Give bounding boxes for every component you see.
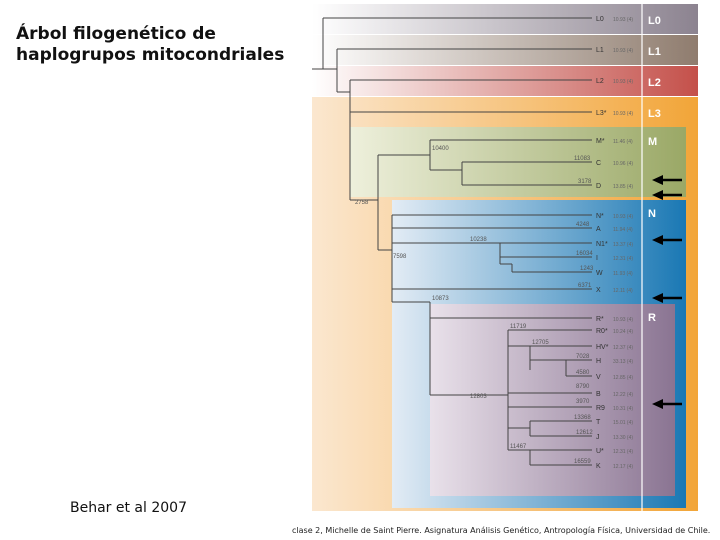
tip-name: X bbox=[596, 287, 601, 294]
tip-value: 11.94 (4) bbox=[613, 227, 633, 233]
footer-note: clase 2, Michelle de Saint Pierre. Asign… bbox=[292, 526, 711, 535]
node-label: 10400 bbox=[432, 146, 449, 152]
node-labels: 10400 11083 3178 2758 4248 10238 16034 1… bbox=[355, 146, 594, 465]
tip-name: K bbox=[596, 463, 601, 470]
tip-name: L2 bbox=[596, 78, 604, 85]
band-l1 bbox=[312, 35, 698, 65]
title-line-1: Árbol filogenético de bbox=[16, 24, 216, 44]
arrow-icon bbox=[652, 399, 682, 409]
tip-value: 10.24 (4) bbox=[613, 329, 633, 335]
band-l2 bbox=[312, 66, 698, 96]
node-label: 13368 bbox=[574, 415, 591, 421]
band-label-l2: L2 bbox=[648, 77, 661, 89]
tip-value: 13.85 (4) bbox=[613, 184, 633, 190]
tip-value: 12.31 (4) bbox=[613, 256, 633, 262]
node-label: 16559 bbox=[574, 459, 591, 465]
tip-value: 10.93 (4) bbox=[613, 111, 633, 117]
tip-name: N* bbox=[596, 213, 604, 220]
tip-value: 33.13 (4) bbox=[613, 359, 633, 365]
tip-value: 12.31 (4) bbox=[613, 449, 633, 455]
node-label: 12612 bbox=[576, 430, 593, 436]
tip-value: 11.93 (4) bbox=[613, 271, 633, 277]
tip-value: 10.93 (4) bbox=[613, 317, 633, 323]
tip-name: B bbox=[596, 391, 601, 398]
tip-name: W bbox=[596, 270, 603, 277]
node-label: 7598 bbox=[393, 254, 407, 260]
tip-name: L3* bbox=[596, 110, 607, 117]
band-label-l0: L0 bbox=[648, 15, 661, 27]
tip-labels: L0 L1 L2 L3* M* C D N* A N1* I W X R* R0… bbox=[596, 16, 633, 470]
tip-value: 11.46 (4) bbox=[613, 139, 633, 145]
tip-name: C bbox=[596, 160, 601, 167]
node-label: 6371 bbox=[578, 283, 592, 289]
tip-name: T bbox=[596, 419, 601, 426]
arrows bbox=[652, 175, 682, 409]
tip-name: H bbox=[596, 358, 601, 365]
node-label: 10873 bbox=[432, 296, 449, 302]
band-label-n: N bbox=[648, 208, 656, 220]
node-label: 16034 bbox=[576, 251, 593, 257]
tip-value: 12.22 (4) bbox=[613, 392, 633, 398]
tip-values: 10.93 (4) 10.93 (4) 10.93 (4) 10.93 (4) … bbox=[613, 17, 633, 470]
tip-value: 10.93 (4) bbox=[613, 17, 633, 23]
tip-name: N1* bbox=[596, 241, 608, 248]
tip-name: R0* bbox=[596, 328, 608, 335]
node-label: 12803 bbox=[470, 394, 487, 400]
node-label: 4248 bbox=[576, 222, 590, 228]
band-label-l1: L1 bbox=[648, 46, 661, 58]
band-r bbox=[430, 304, 675, 496]
tip-name: R9 bbox=[596, 405, 605, 412]
tip-name: L1 bbox=[596, 47, 604, 54]
node-label: 2758 bbox=[355, 200, 369, 206]
tip-name: I bbox=[596, 255, 598, 262]
tip-value: 13.37 (4) bbox=[613, 242, 633, 248]
tip-value: 10.31 (4) bbox=[613, 406, 633, 412]
node-label: 7028 bbox=[576, 354, 590, 360]
tip-name: R* bbox=[596, 316, 604, 323]
tip-name: L0 bbox=[596, 16, 604, 23]
node-label: 3178 bbox=[578, 179, 592, 185]
node-label: 4580 bbox=[576, 370, 590, 376]
tip-name: U* bbox=[596, 448, 604, 455]
tip-value: 13.30 (4) bbox=[613, 435, 633, 441]
tip-value: 12.37 (4) bbox=[613, 345, 633, 351]
node-label: 8790 bbox=[576, 384, 590, 390]
tip-value: 12.11 (4) bbox=[613, 288, 633, 294]
title-line-2: haplogrupos mitocondriales bbox=[16, 45, 285, 65]
tip-value: 10.93 (4) bbox=[613, 79, 633, 85]
tip-value: 12.17 (4) bbox=[613, 464, 633, 470]
node-label: 3970 bbox=[576, 399, 590, 405]
tip-value: 12.85 (4) bbox=[613, 375, 633, 381]
band-l0 bbox=[312, 4, 698, 34]
tip-name: V bbox=[596, 374, 601, 381]
tip-name: HV* bbox=[596, 344, 609, 351]
node-label: 11719 bbox=[510, 324, 527, 330]
tip-name: J bbox=[596, 434, 600, 441]
tree-branches bbox=[312, 17, 592, 466]
arrow-icon bbox=[652, 175, 682, 185]
node-label: 10238 bbox=[470, 237, 487, 243]
tip-value: 10.96 (4) bbox=[613, 161, 633, 167]
tip-name: M* bbox=[596, 138, 605, 145]
tip-value: 10.93 (4) bbox=[613, 48, 633, 54]
band-label-m: M bbox=[648, 136, 657, 148]
tip-name: D bbox=[596, 183, 601, 190]
tip-name: A bbox=[596, 226, 601, 233]
node-label: 12705 bbox=[532, 340, 549, 346]
node-label: 1243 bbox=[580, 266, 594, 272]
tip-names: L0 L1 L2 L3* M* C D N* A N1* I W X R* R0… bbox=[596, 16, 609, 470]
band-label-l3: L3 bbox=[648, 108, 661, 120]
arrow-icon bbox=[652, 235, 682, 245]
tip-value: 10.93 (4) bbox=[613, 214, 633, 220]
node-label: 11467 bbox=[510, 444, 527, 450]
citation: Behar et al 2007 bbox=[70, 500, 187, 516]
arrow-icon bbox=[652, 293, 682, 303]
tip-value: 15.01 (4) bbox=[613, 420, 633, 426]
band-label-r: R bbox=[648, 312, 656, 324]
page-title: Árbol filogenético de haplogrupos mitoco… bbox=[16, 24, 284, 66]
arrow-icon bbox=[652, 190, 682, 200]
node-label: 11083 bbox=[574, 156, 591, 162]
